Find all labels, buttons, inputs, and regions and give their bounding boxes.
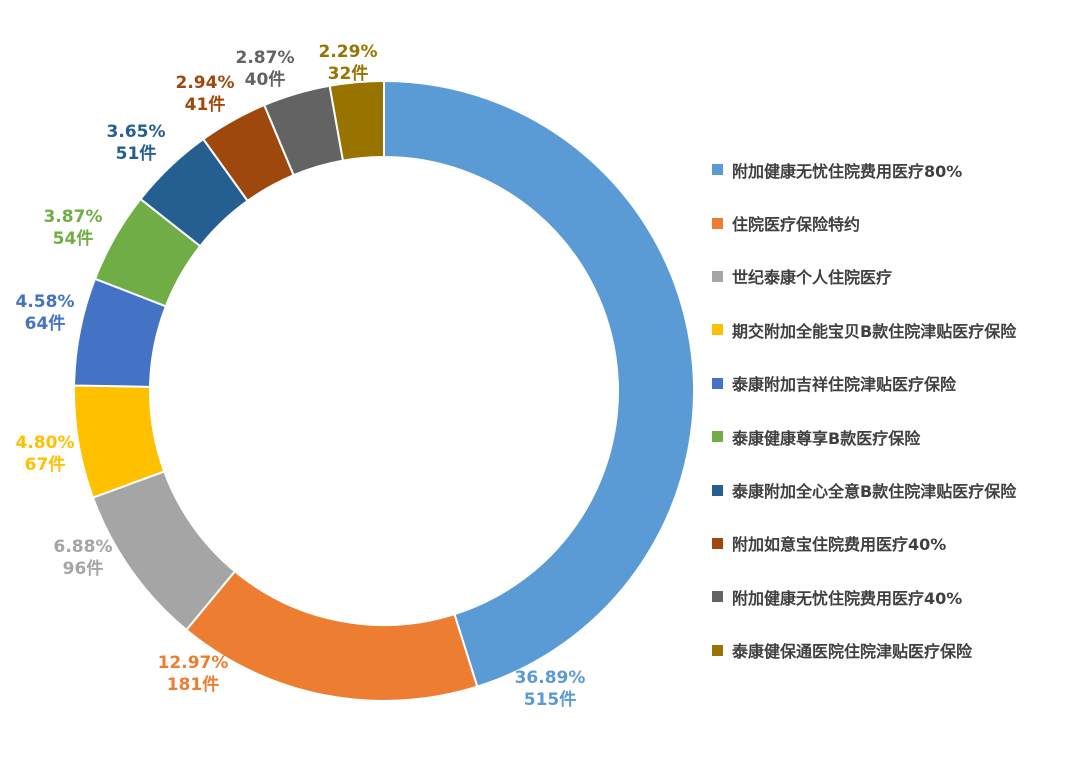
slice-count-label: 41件 <box>185 94 226 115</box>
legend-swatch <box>712 164 723 176</box>
slice-percent-label: 36.89% <box>515 668 586 688</box>
slice-percent-label: 4.58% <box>16 292 75 312</box>
legend-item: 附加健康无忧住院费用医疗80% <box>712 143 1016 196</box>
legend-swatch <box>712 324 723 336</box>
donut-slice <box>328 79 385 162</box>
legend: 附加健康无忧住院费用医疗80% 住院医疗保险特约世纪泰康个人住院医疗期交附加全能宝… <box>712 143 1016 677</box>
slice-percent-label: 12.97% <box>158 653 229 673</box>
slice-data-label: 36.89% 515件 <box>515 668 586 710</box>
legend-label: 泰康健保通医院住院津贴医疗保险 <box>732 642 973 662</box>
slice-data-label: 3.65% 51件 <box>107 122 166 164</box>
slice-count-label: 40件 <box>245 69 286 90</box>
slice-count-label: 51件 <box>116 143 157 164</box>
slice-count-label: 64件 <box>25 313 66 334</box>
donut-slice <box>383 79 695 688</box>
slice-percent-label: 6.88% <box>54 537 113 557</box>
legend-swatch <box>712 644 723 656</box>
legend-swatch <box>712 591 723 603</box>
legend-item: 泰康健保通医院住院津贴医疗保险 <box>712 624 1016 677</box>
legend-swatch <box>712 537 723 549</box>
slice-count-label: 32件 <box>328 63 369 84</box>
slice-percent-label: 3.65% <box>107 122 166 142</box>
data-labels: 36.89% 515件 12.97% 181件 6.88% 96件 4.80% 67件 4.58… <box>16 42 586 710</box>
slice-count-label: 515件 <box>524 689 577 710</box>
legend-item: 期交附加全能宝贝B款住院津贴医疗保险 <box>712 303 1016 356</box>
slice-percent-label: 4.80% <box>16 433 75 453</box>
slice-percent-label: 2.94% <box>176 73 235 93</box>
slice-count-label: 181件 <box>167 674 220 695</box>
slice-data-label: 4.58% 64件 <box>16 292 75 334</box>
legend-swatch <box>712 377 723 389</box>
legend-label: 附加如意宝住院费用医疗40% <box>732 535 947 555</box>
slice-percent-label: 3.87% <box>44 207 103 227</box>
legend-item: 世纪泰康个人住院医疗 <box>712 250 1016 303</box>
slice-data-label: 3.87% 54件 <box>44 207 103 249</box>
donut-slice <box>185 569 479 702</box>
legend-label: 泰康附加全心全意B款住院津贴医疗保险 <box>732 482 1017 502</box>
legend-label: 附加健康无忧住院费用医疗40% <box>732 588 963 608</box>
legend-swatch <box>712 217 723 229</box>
slice-percent-label: 2.29% <box>319 42 378 62</box>
legend-item: 泰康附加吉祥住院津贴医疗保险 <box>712 357 1016 410</box>
slice-data-label: 12.97% 181件 <box>158 653 229 695</box>
legend-item: 住院医疗保险特约 <box>712 196 1016 249</box>
slice-count-label: 54件 <box>53 228 94 249</box>
slice-count-label: 67件 <box>25 454 66 475</box>
legend-label: 世纪泰康个人住院医疗 <box>732 268 893 288</box>
legend-swatch <box>712 431 723 443</box>
legend-swatch <box>712 270 723 282</box>
legend-label: 附加健康无忧住院费用医疗80% <box>732 161 963 181</box>
slice-data-label: 4.80% 67件 <box>16 433 75 475</box>
donut-slices <box>73 79 695 702</box>
legend-label: 泰康健康尊享B款医疗保险 <box>732 428 921 448</box>
slice-data-label: 6.88% 96件 <box>54 537 113 579</box>
slice-percent-label: 2.87% <box>236 48 295 68</box>
slice-data-label: 2.87% 40件 <box>236 48 295 90</box>
legend-item: 附加如意宝住院费用医疗40% <box>712 517 1016 570</box>
slice-data-label: 2.29% 32件 <box>319 42 378 84</box>
legend-item: 附加健康无忧住院费用医疗40% <box>712 570 1016 623</box>
legend-label: 期交附加全能宝贝B款住院津贴医疗保险 <box>732 321 1017 341</box>
slice-count-label: 96件 <box>63 558 104 579</box>
legend-item: 泰康健康尊享B款医疗保险 <box>712 410 1016 463</box>
legend-label: 泰康附加吉祥住院津贴医疗保险 <box>732 375 957 395</box>
slice-data-label: 2.94% 41件 <box>176 73 235 115</box>
legend-item: 泰康附加全心全意B款住院津贴医疗保险 <box>712 463 1016 516</box>
legend-label: 住院医疗保险特约 <box>732 215 861 235</box>
legend-swatch <box>712 484 723 496</box>
